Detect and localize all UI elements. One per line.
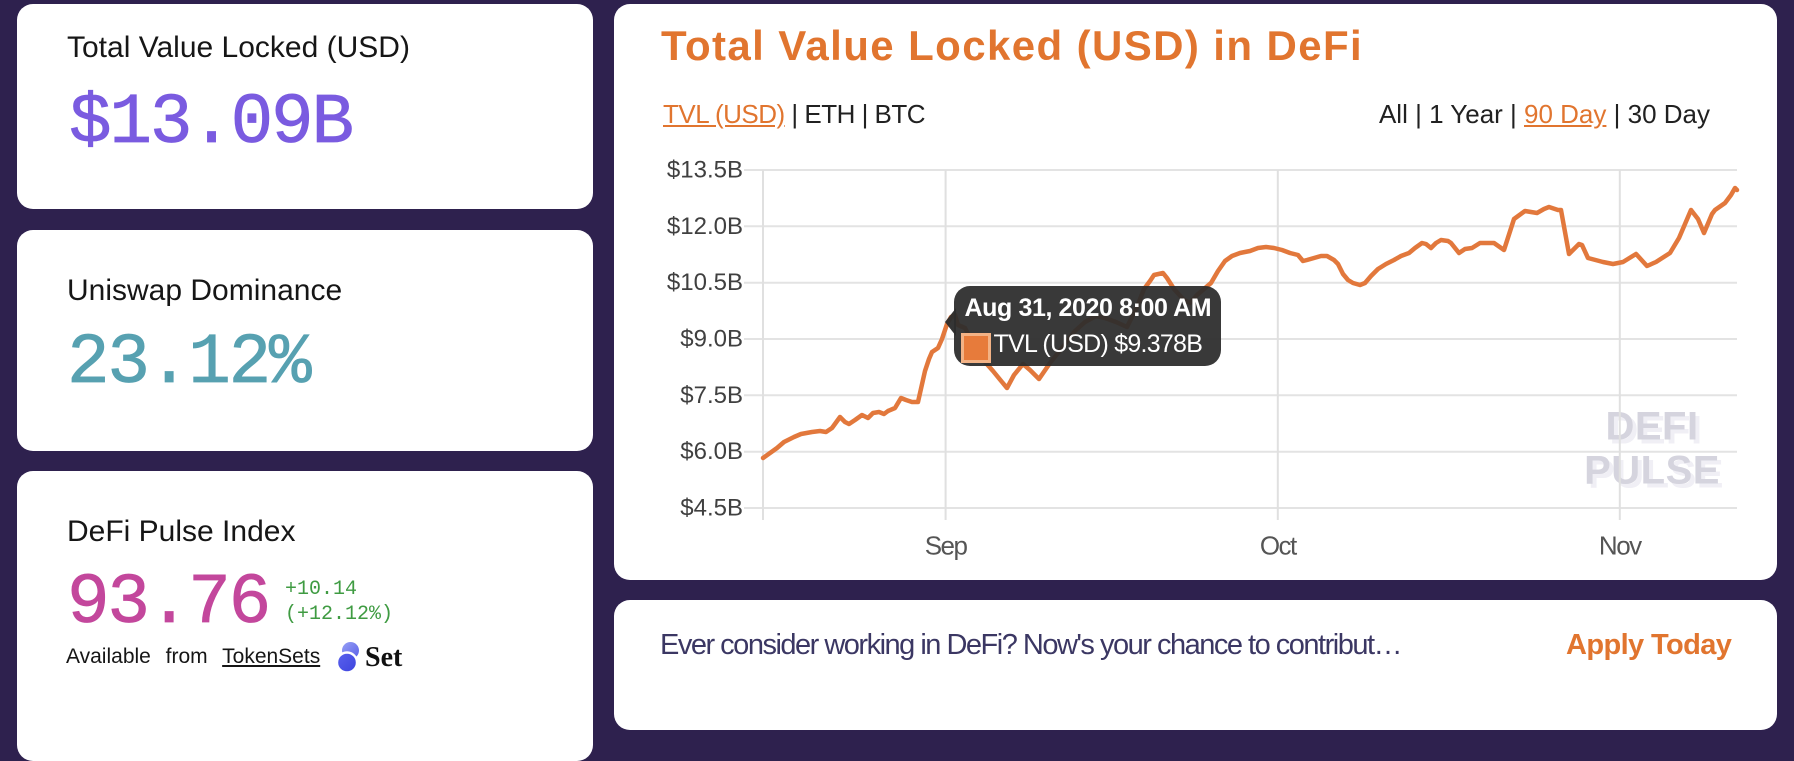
- svg-text:PULSE: PULSE: [1584, 449, 1720, 493]
- svg-text:$6.0B: $6.0B: [680, 438, 743, 465]
- svg-text:Oct: Oct: [1260, 530, 1298, 560]
- svg-text:DEFI: DEFI: [1609, 409, 1702, 453]
- svg-text:$12.0B: $12.0B: [667, 213, 743, 240]
- svg-text:$7.5B: $7.5B: [680, 382, 743, 409]
- svg-text:Nov: Nov: [1599, 530, 1642, 560]
- svg-text:$4.5B: $4.5B: [680, 495, 743, 522]
- svg-text:DEFI: DEFI: [1605, 405, 1698, 449]
- svg-text:$13.5B: $13.5B: [667, 157, 743, 184]
- svg-text:$9.0B: $9.0B: [680, 326, 743, 353]
- svg-text:PULSE: PULSE: [1588, 453, 1724, 497]
- svg-text:Sep: Sep: [925, 530, 968, 560]
- svg-text:$10.5B: $10.5B: [667, 269, 743, 296]
